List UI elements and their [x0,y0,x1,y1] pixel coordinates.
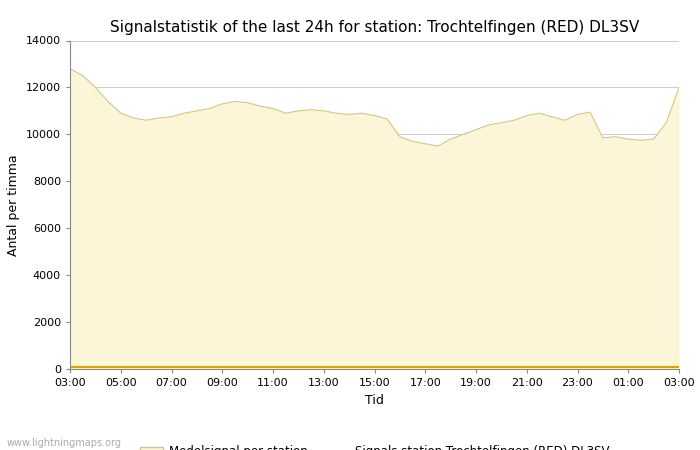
X-axis label: Tid: Tid [365,394,384,407]
Y-axis label: Antal per timma: Antal per timma [7,154,20,256]
Text: www.lightningmaps.org: www.lightningmaps.org [7,438,122,448]
Legend: Medelsignal per station, Signals station Trochtelfingen (RED) DL3SV: Medelsignal per station, Signals station… [135,441,614,450]
Title: Signalstatistik of the last 24h for station: Trochtelfingen (RED) DL3SV: Signalstatistik of the last 24h for stat… [110,20,639,35]
